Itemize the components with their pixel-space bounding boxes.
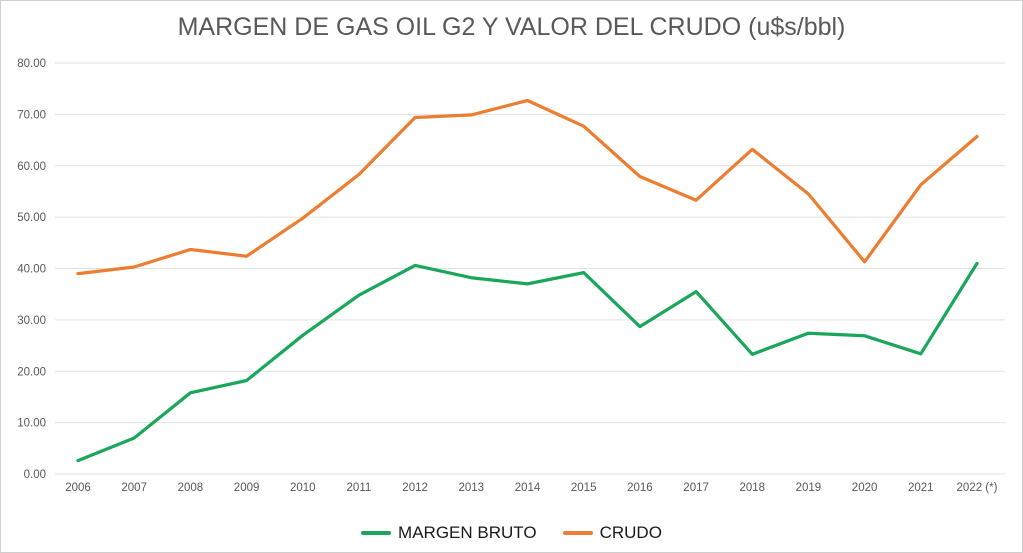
x-tick-label: 2014 — [515, 482, 541, 494]
x-tick-label: 2018 — [740, 482, 766, 494]
y-tick-label: 70.00 — [17, 109, 46, 121]
x-tick-label: 2016 — [627, 482, 653, 494]
x-tick-label: 2012 — [402, 482, 428, 494]
y-tick-label: 60.00 — [17, 161, 46, 173]
legend-item-crudo: CRUDO — [562, 523, 662, 543]
x-tick-label: 2013 — [459, 482, 485, 494]
x-tick-label: 2009 — [234, 482, 260, 494]
legend: MARGEN BRUTO CRUDO — [1, 523, 1022, 543]
x-tick-label: 2022 (*) — [957, 482, 998, 494]
legend-swatch-crudo-icon — [562, 531, 593, 535]
y-tick-label: 40.00 — [17, 264, 46, 276]
chart-title: MARGEN DE GAS OIL G2 Y VALOR DEL CRUDO (… — [177, 13, 846, 41]
x-tick-label: 2015 — [571, 482, 597, 494]
x-tick-label: 2020 — [852, 482, 878, 494]
x-tick-label: 2010 — [290, 482, 316, 494]
x-tick-label: 2019 — [796, 482, 822, 494]
x-tick-label: 2007 — [121, 482, 147, 494]
x-tick-label: 2021 — [908, 482, 934, 494]
y-tick-label: 30.00 — [17, 315, 46, 327]
legend-label-crudo: CRUDO — [599, 523, 662, 542]
y-tick-label: 50.00 — [17, 212, 46, 224]
legend-label-margen-bruto: MARGEN BRUTO — [398, 523, 537, 542]
series-line-crudo — [76, 98, 979, 276]
legend-item-margen-bruto: MARGEN BRUTO — [361, 523, 537, 543]
series-line-margen-bruto — [76, 261, 979, 463]
x-tick-label: 2008 — [178, 482, 204, 494]
y-tick-label: 10.00 — [17, 418, 46, 430]
y-tick-label: 0.00 — [24, 469, 46, 481]
y-tick-label: 20.00 — [17, 366, 46, 378]
y-tick-label: 80.00 — [17, 58, 46, 70]
x-tick-label: 2006 — [65, 482, 91, 494]
legend-swatch-margen-bruto-icon — [361, 531, 392, 535]
x-tick-label: 2017 — [683, 482, 709, 494]
x-tick-label: 2011 — [347, 482, 372, 494]
